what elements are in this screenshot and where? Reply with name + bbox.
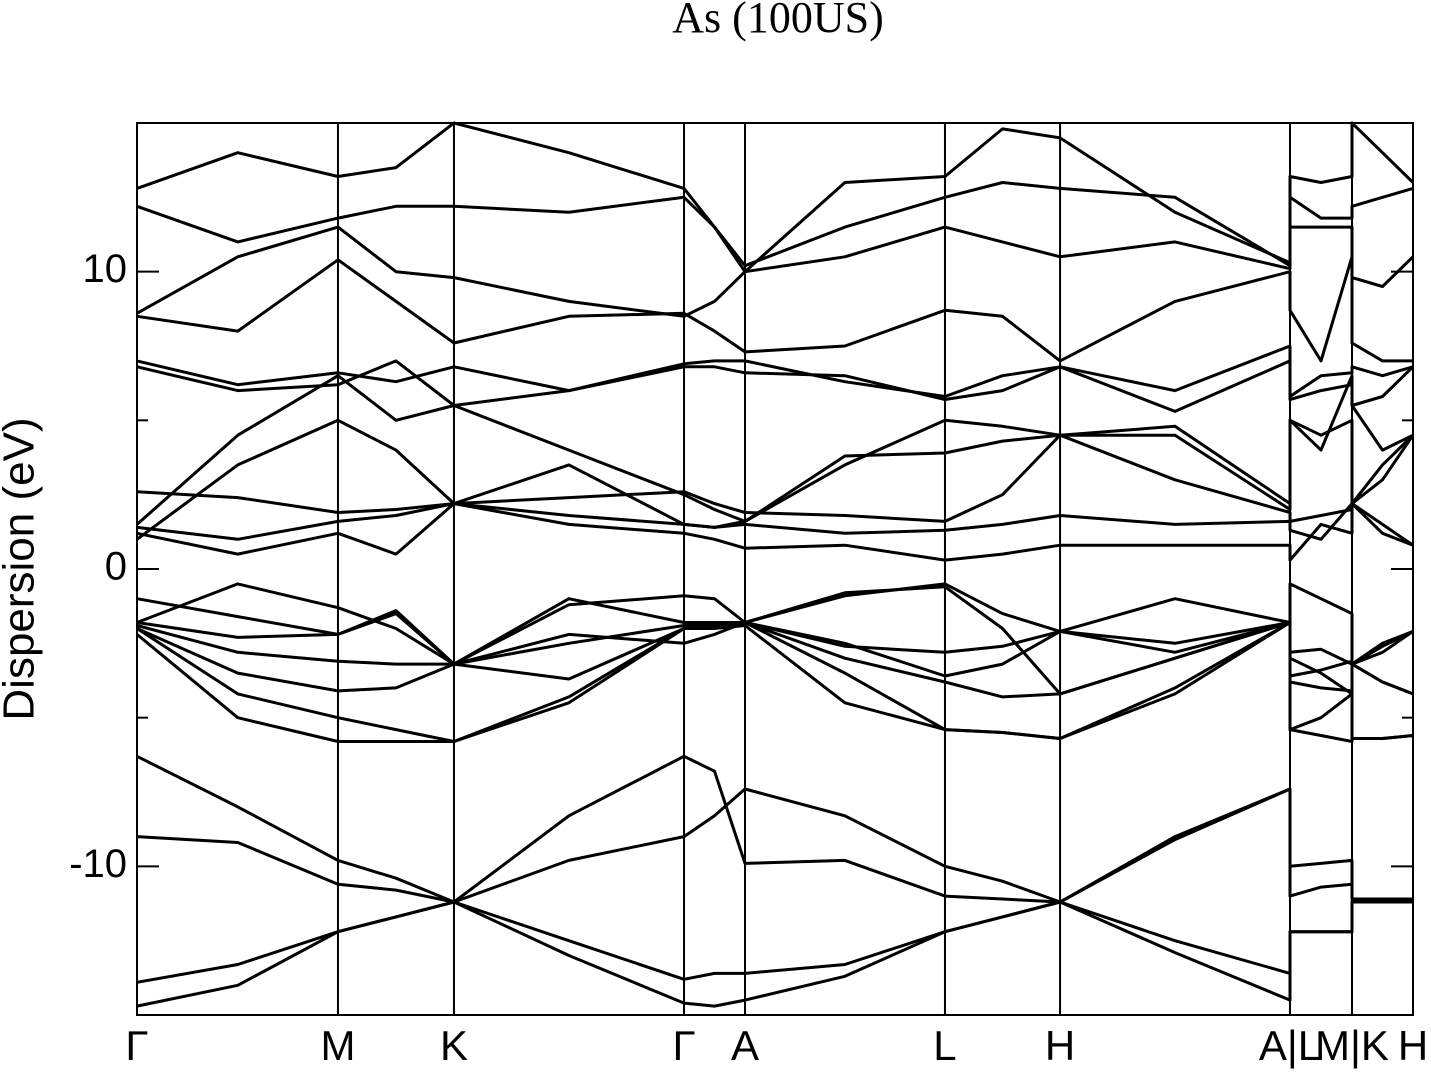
band-line: [136, 621, 1414, 743]
band-line: [136, 582, 1414, 696]
band-line: [136, 502, 1414, 562]
band-line: [136, 787, 1413, 904]
band-line: [136, 502, 1414, 547]
x-tick-label: K: [440, 1022, 468, 1069]
band-line: [136, 621, 1414, 699]
band-line: [136, 344, 1414, 398]
x-tick-label: A|L: [1259, 1022, 1321, 1069]
x-tick-label: Γ: [125, 1022, 148, 1069]
x-tick-label: H: [1398, 1022, 1428, 1069]
x-tick-label: M|K: [1315, 1022, 1389, 1069]
band-line: [136, 582, 1414, 666]
x-tick-label: M: [320, 1022, 355, 1069]
y-tick-label: -10: [69, 842, 127, 886]
x-tick-label: L: [933, 1022, 956, 1069]
band-line: [136, 255, 1413, 363]
band-line: [136, 621, 1414, 678]
band-line: [136, 612, 1414, 666]
band-line: [136, 433, 1415, 523]
chart-title: As (100US): [672, 0, 883, 42]
y-tick-label: 10: [83, 247, 128, 291]
y-tick-label: 0: [105, 545, 127, 589]
band-line: [136, 374, 1414, 526]
y-axis-label: Dispersion (eV): [0, 417, 44, 720]
band-line: [136, 418, 1415, 541]
x-tick-label: Γ: [672, 1022, 695, 1069]
x-tick-label: A: [731, 1022, 759, 1069]
band-line: [136, 121, 1415, 274]
band-line: [136, 754, 1413, 904]
plot-frame: [136, 122, 1414, 1016]
band-line: [136, 900, 1413, 984]
band-line: [136, 181, 1414, 268]
band-line: [136, 225, 1415, 318]
x-tick-label: H: [1045, 1022, 1075, 1069]
